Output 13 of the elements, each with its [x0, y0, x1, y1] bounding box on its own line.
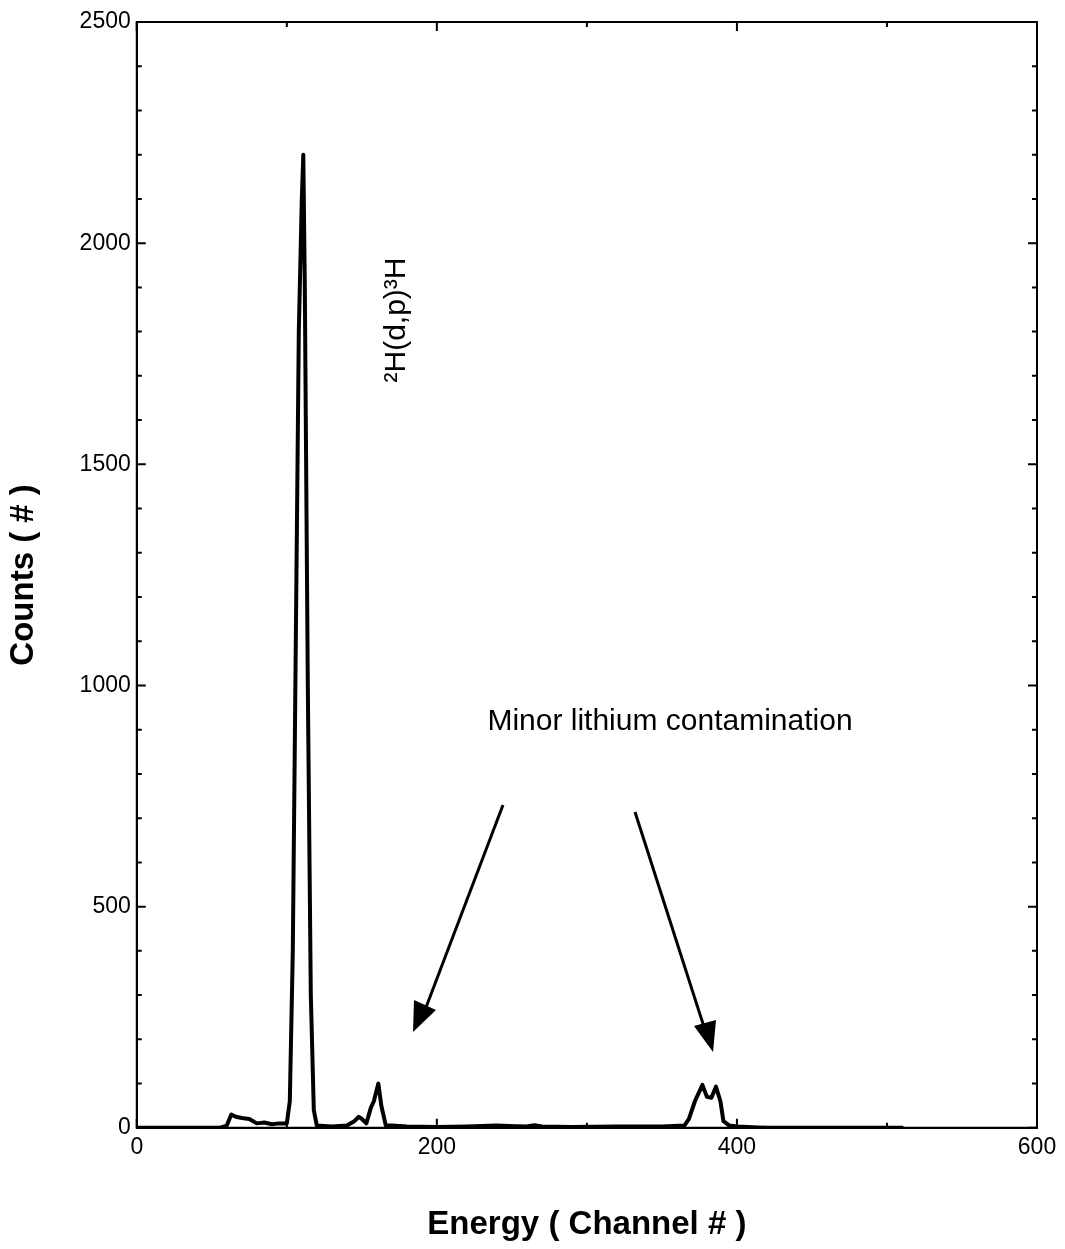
annotation: Minor lithium contamination [487, 703, 853, 737]
y-tick-label: 2500 [79, 7, 131, 34]
y-tick-label: 0 [117, 1113, 131, 1140]
x-axis-title: Energy ( Channel # ) [427, 1204, 747, 1242]
x-tick-label: 200 [417, 1132, 457, 1159]
annotation: ²H(d,p)³H [378, 257, 412, 383]
x-tick-label: 400 [717, 1132, 757, 1159]
y-tick-label: 2000 [79, 228, 131, 255]
y-tick-label: 1500 [79, 449, 131, 476]
x-tick-label: 600 [1017, 1132, 1057, 1159]
y-axis-title: Counts ( # ) [2, 484, 40, 666]
y-tick-label: 1000 [79, 670, 131, 697]
y-tick-label: 500 [92, 891, 131, 918]
